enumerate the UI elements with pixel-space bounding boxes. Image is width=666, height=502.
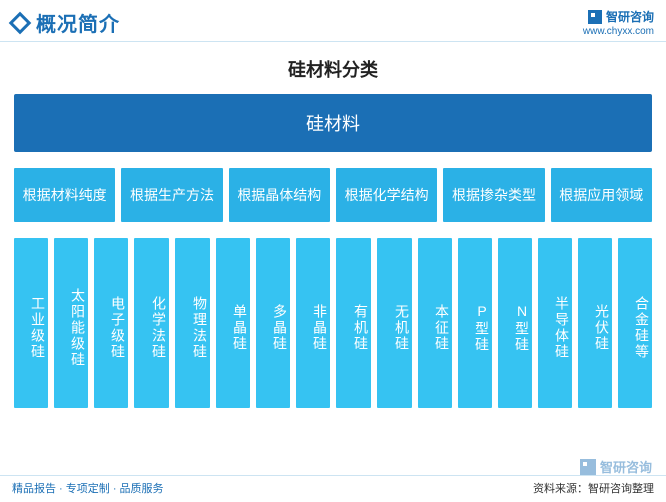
brand-row: 智研咨询 (583, 8, 654, 25)
leaf-node: 合金硅等 (618, 238, 652, 408)
leaf-node: 非晶硅 (296, 238, 330, 408)
brand-logo-icon (588, 10, 602, 24)
leaf-node: 物理法硅 (175, 238, 210, 408)
footer: 精品报告 · 专项定制 · 品质服务 资料来源：智研咨询整理 (0, 475, 666, 502)
header-diamond-icon (9, 11, 32, 34)
leaf-node: 电子级硅 (94, 238, 128, 408)
watermark: 智研咨询 (580, 457, 652, 476)
watermark-logo-icon (580, 459, 596, 475)
leaf-row: 工业级硅 太阳能级硅 电子级硅 化学法硅 物理法硅 单晶硅 多晶硅 非晶硅 有机… (14, 238, 652, 408)
header: 概况简介 智研咨询 www.chyxx.com (0, 0, 666, 42)
category-node: 根据掺杂类型 (443, 168, 544, 222)
page: { "header": { "title": "概况简介", "brand_na… (0, 0, 666, 502)
leaf-node: 化学法硅 (134, 238, 169, 408)
leaf-node: P型硅 (458, 238, 492, 408)
header-left: 概况简介 (12, 8, 120, 37)
leaf-node: 工业级硅 (14, 238, 48, 408)
leaf-node: 有机硅 (336, 238, 371, 408)
leaf-node: 本征硅 (418, 238, 452, 408)
diagram-title: 硅材料分类 (0, 56, 666, 82)
leaf-node: 无机硅 (377, 238, 412, 408)
leaf-node: 太阳能级硅 (54, 238, 88, 408)
leaf-group: 工业级硅 太阳能级硅 电子级硅 (14, 238, 128, 408)
footer-left: 精品报告 · 专项定制 · 品质服务 (12, 480, 164, 496)
leaf-node: 光伏硅 (578, 238, 612, 408)
leaf-group: 有机硅 无机硅 (336, 238, 412, 408)
leaf-group: 化学法硅 物理法硅 (134, 238, 210, 408)
leaf-group: 半导体硅 光伏硅 合金硅等 (538, 238, 652, 408)
category-row: 根据材料纯度 根据生产方法 根据晶体结构 根据化学结构 根据掺杂类型 根据应用领… (14, 168, 652, 222)
page-title: 概况简介 (36, 8, 120, 37)
leaf-node: 半导体硅 (538, 238, 572, 408)
header-right: 智研咨询 www.chyxx.com (583, 8, 654, 37)
brand-name: 智研咨询 (606, 8, 654, 25)
leaf-node: 多晶硅 (256, 238, 290, 408)
leaf-group: 本征硅 P型硅 N型硅 (418, 238, 532, 408)
brand-url: www.chyxx.com (583, 26, 654, 37)
leaf-node: 单晶硅 (216, 238, 250, 408)
leaf-node: N型硅 (498, 238, 532, 408)
root-node: 硅材料 (14, 94, 652, 152)
leaf-group: 单晶硅 多晶硅 非晶硅 (216, 238, 330, 408)
diagram: 硅材料 根据材料纯度 根据生产方法 根据晶体结构 根据化学结构 根据掺杂类型 根… (0, 94, 666, 408)
watermark-text: 智研咨询 (600, 457, 652, 476)
footer-right: 资料来源：智研咨询整理 (533, 480, 654, 496)
category-node: 根据应用领域 (551, 168, 652, 222)
category-node: 根据生产方法 (121, 168, 222, 222)
category-node: 根据化学结构 (336, 168, 437, 222)
category-node: 根据晶体结构 (229, 168, 330, 222)
category-node: 根据材料纯度 (14, 168, 115, 222)
